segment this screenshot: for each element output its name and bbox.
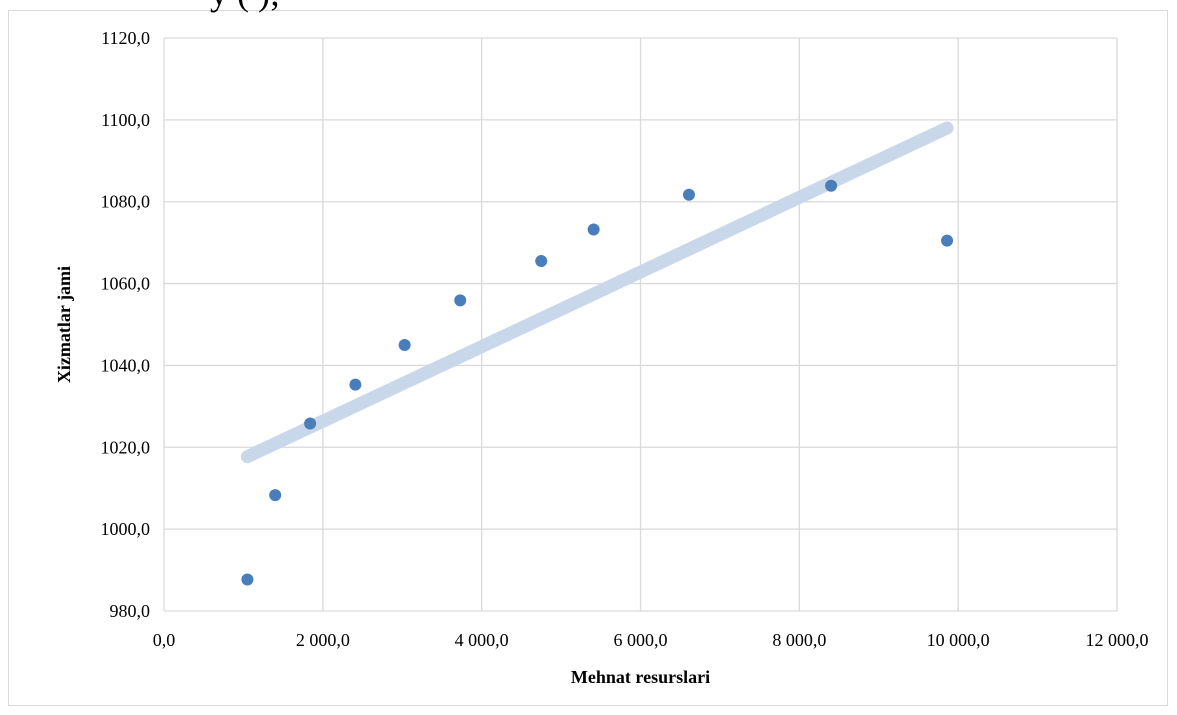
data-point xyxy=(398,338,411,351)
data-point xyxy=(941,234,954,247)
y-tick-label: 1000,0 xyxy=(101,519,151,539)
x-tick-labels: 0,0 2 000,0 4 000,0 6 000,0 8 000,0 10 000,0 1… xyxy=(153,630,1149,650)
x-tick-label: 8 000,0 xyxy=(772,630,826,650)
chart-frame xyxy=(8,10,1168,706)
data-point xyxy=(304,417,317,430)
x-tick-label: 2 000,0 xyxy=(296,630,350,650)
x-tick-label: 6 000,0 xyxy=(614,630,668,650)
data-point xyxy=(825,179,838,192)
x-tick-label: 10 000,0 xyxy=(927,630,990,650)
y-tick-label: 1020,0 xyxy=(101,437,151,457)
x-axis-title: Mehnat resurslari xyxy=(571,667,710,687)
y-axis-title: Xizmatlar jami xyxy=(54,266,74,383)
y-tick-label: 980,0 xyxy=(110,601,151,621)
x-tick-label: 4 000,0 xyxy=(455,630,509,650)
data-point xyxy=(587,223,600,236)
y-tick-label: 1080,0 xyxy=(101,192,151,212)
clipped-header-text: y ( ); xyxy=(210,0,280,14)
data-point xyxy=(349,378,362,391)
x-tick-label: 12 000,0 xyxy=(1086,630,1149,650)
data-point xyxy=(682,188,695,201)
data-points xyxy=(241,179,954,586)
data-point xyxy=(241,573,254,586)
y-tick-label: 1120,0 xyxy=(101,28,150,48)
trendline xyxy=(240,121,954,464)
data-point xyxy=(269,489,282,502)
gridlines xyxy=(163,37,1118,612)
y-tick-label: 1060,0 xyxy=(101,274,151,294)
y-tick-label: 1100,0 xyxy=(101,110,150,130)
trendline-group xyxy=(240,121,954,464)
x-tick-label: 0,0 xyxy=(153,630,176,650)
data-point xyxy=(454,294,467,307)
y-tick-labels: 980,0 1000,0 1020,0 1040,0 1060,0 1080,0 1100,… xyxy=(101,28,151,621)
y-tick-label: 1040,0 xyxy=(101,355,151,375)
data-point xyxy=(535,255,548,268)
